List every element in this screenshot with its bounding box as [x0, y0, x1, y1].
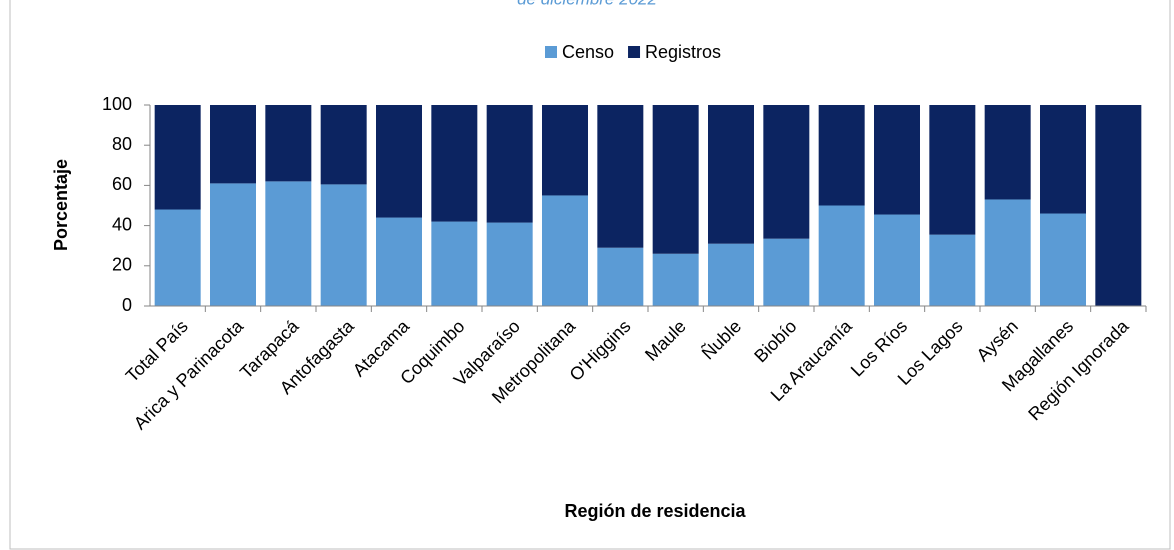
bar-segment: [1095, 105, 1142, 306]
x-axis-label: Región de residencia: [564, 501, 746, 521]
bar-segment: [708, 105, 754, 244]
y-tick-label: 80: [112, 134, 132, 154]
y-tick-label: 0: [122, 295, 132, 315]
bar-segment: [1040, 105, 1086, 214]
bar-segment: [1040, 213, 1086, 306]
chart-subtitle: de diciembre 2022: [517, 0, 657, 8]
bar-segment: [486, 222, 533, 306]
y-axis-label: Porcentaje: [51, 159, 71, 251]
bar-segment: [874, 214, 920, 306]
bar-segment: [818, 205, 865, 306]
bar-segment: [929, 234, 976, 306]
bar-segment: [320, 105, 367, 185]
legend-label: Censo: [562, 42, 614, 62]
chart-frame: [9, 0, 1171, 550]
bar-segment: [376, 105, 422, 218]
bar-segment: [597, 105, 644, 248]
bar-segment: [154, 105, 201, 210]
bar-segment: [431, 221, 478, 306]
y-tick-label: 20: [112, 255, 132, 275]
bar-segment: [431, 105, 478, 222]
bar-segment: [652, 105, 699, 254]
legend-label: Registros: [645, 42, 721, 62]
bar-segment: [265, 105, 312, 182]
bar-segment: [652, 253, 699, 306]
bar-segment: [708, 243, 754, 306]
bar-segment: [542, 195, 588, 306]
legend-swatch: [628, 46, 641, 58]
bar-segment: [265, 181, 312, 306]
bar-segment: [763, 105, 810, 239]
bar-segment: [984, 199, 1031, 306]
bar-segment: [984, 105, 1031, 200]
y-tick-label: 100: [102, 94, 132, 114]
bar-segment: [763, 238, 810, 306]
bar-segment: [320, 184, 367, 306]
bar-segment: [376, 217, 422, 306]
bar-segment: [542, 105, 588, 196]
bar-segment: [597, 247, 644, 306]
bar-segment: [210, 183, 256, 306]
legend-swatch: [545, 46, 557, 58]
bar-segment: [929, 105, 976, 235]
bar-segment: [486, 105, 533, 223]
bar-segment: [818, 105, 865, 206]
bar-segment: [874, 105, 920, 215]
y-tick-label: 60: [112, 174, 132, 194]
bar-segment: [154, 209, 201, 306]
y-tick-label: 40: [112, 214, 132, 234]
bar-segment: [210, 105, 256, 184]
